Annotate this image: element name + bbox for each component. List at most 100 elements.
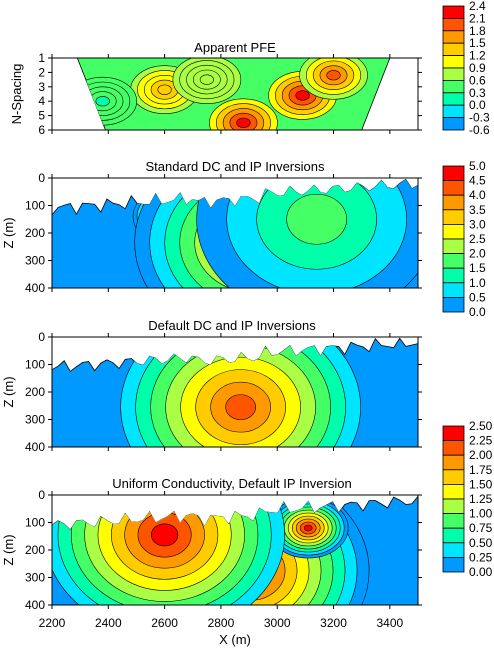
colorbar-swatch	[442, 238, 465, 255]
y-axis-label: N-Spacing	[9, 64, 24, 125]
colorbar-label: 2.25	[469, 434, 493, 448]
y-tick-label: 200	[25, 385, 45, 399]
y-tick-label: 5	[38, 109, 45, 123]
colorbar-label: 1.50	[469, 477, 493, 491]
colorbar-swatch	[442, 454, 465, 471]
colorbar-swatch	[442, 117, 465, 131]
colorbar-swatch	[442, 30, 465, 44]
colorbar-swatch	[442, 425, 465, 442]
y-tick-label: 3	[38, 80, 45, 94]
colorbar-label: 0.00	[469, 565, 493, 579]
plot-area	[52, 178, 418, 288]
colorbar-swatch	[442, 92, 465, 106]
colorbar-label: 0.5	[469, 290, 486, 304]
colorbar-label: 1.75	[469, 463, 493, 477]
colorbar-label: 1.5	[469, 261, 486, 275]
colorbar-label: 1.25	[469, 492, 493, 506]
y-ticks: 0 100 200 300 400	[25, 330, 422, 454]
anomaly-contour	[199, 74, 214, 85]
colorbar-label: 1.00	[469, 507, 493, 521]
colorbar-standard: 5.04.54.03.53.02.52.01.51.00.50.0	[442, 159, 486, 319]
x-tick-label: 3000	[264, 616, 291, 630]
x-tick-label: 2800	[208, 616, 235, 630]
colorbar-label: 2.1	[469, 11, 486, 25]
colorbar-default: 2.502.252.001.751.501.251.000.750.500.25…	[442, 419, 493, 579]
colorbar-label: 1.2	[469, 49, 486, 63]
colorbar-swatch	[442, 194, 465, 211]
y-tick-label: 300	[25, 413, 45, 427]
colorbar-label: 1.5	[469, 36, 486, 50]
colorbar-swatch	[442, 282, 465, 298]
y-tick-label: 100	[25, 516, 45, 530]
colorbar-label: 0.6	[469, 73, 486, 87]
colorbar-label: 0.25	[469, 550, 493, 564]
y-tick-label: 0	[38, 171, 45, 185]
y-tick-label: 300	[25, 571, 45, 585]
colorbar-label: 2.50	[469, 419, 493, 433]
y-ticks: 0 100 200 300 400	[25, 171, 422, 295]
colorbar-swatch	[442, 80, 465, 94]
y-tick-label: 0	[38, 488, 45, 502]
colorbar-swatch	[442, 223, 465, 240]
colorbar-label: 1.0	[469, 276, 486, 290]
y-tick-label: 100	[25, 358, 45, 372]
x-tick-label: 2400	[95, 616, 122, 630]
x-tick-label: 2600	[151, 616, 178, 630]
panel-title: Default DC and IP Inversions	[148, 318, 316, 333]
colorbar-swatch	[442, 104, 465, 118]
x-tick-label: 3400	[376, 616, 403, 630]
colorbar-swatch	[442, 17, 465, 32]
anomaly-contour	[326, 70, 341, 81]
y-tick-label: 1	[38, 51, 45, 65]
colorbar-swatch	[442, 542, 465, 558]
x-axis: 2200 2400 2600 2800 3000 3200 3400	[39, 54, 404, 630]
colorbar-label: 4.5	[469, 174, 486, 188]
y-tick-label: 300	[25, 254, 45, 268]
colorbar-label: 0.75	[469, 521, 493, 535]
y-tick-label: 4	[38, 94, 45, 108]
anomaly-contour	[303, 524, 313, 532]
y-tick-label: 400	[25, 281, 45, 295]
colorbar-label: -0.6	[469, 123, 490, 137]
colorbar-label: 2.5	[469, 232, 486, 246]
y-tick-label: 6	[38, 123, 45, 137]
colorbar-swatch	[442, 440, 465, 456]
colorbar-swatch	[442, 296, 465, 313]
colorbar-label: 1.8	[469, 24, 486, 38]
anomaly-contour	[225, 394, 256, 420]
colorbar-swatch	[442, 253, 465, 269]
colorbar-pfe: 2.42.11.81.51.20.90.60.30.0-0.3-0.6	[442, 0, 490, 137]
colorbar-swatch	[442, 469, 465, 485]
panel-title: Standard DC and IP Inversions	[146, 159, 325, 174]
anomaly-contour	[295, 90, 310, 101]
y-ticks: 0 100 200 300 400	[25, 488, 422, 612]
colorbar-label: 0.9	[469, 61, 486, 75]
plot-area	[76, 58, 391, 130]
colorbar-label: 0.0	[469, 305, 486, 319]
y-tick-label: 100	[25, 199, 45, 213]
y-axis-label: Z (m)	[1, 376, 16, 407]
colorbar-swatch	[442, 267, 465, 284]
x-tick-label: 2200	[39, 616, 66, 630]
panel-title: Apparent PFE	[194, 40, 276, 55]
panel-standard-inversion: Standard DC and IP Inversions 0 100 200 300…	[1, 159, 422, 295]
y-axis-label: Z (m)	[1, 217, 16, 248]
colorbar-swatch	[442, 42, 465, 57]
y-tick-label: 0	[38, 330, 45, 344]
colorbar-label: 0.50	[469, 536, 493, 550]
colorbar-swatch	[442, 498, 465, 515]
y-tick-label: 400	[25, 598, 45, 612]
colorbar-swatch	[442, 483, 465, 500]
x-tick-label: 3200	[320, 616, 347, 630]
colorbar-label: 3.0	[469, 217, 486, 231]
anomaly-contour	[157, 84, 172, 95]
colorbar-swatch	[442, 5, 465, 19]
colorbar-label: 0.3	[469, 86, 486, 100]
colorbar-swatch	[442, 557, 465, 573]
colorbar-swatch	[442, 67, 465, 81]
colorbar-swatch	[442, 209, 465, 225]
y-tick-label: 400	[25, 440, 45, 454]
